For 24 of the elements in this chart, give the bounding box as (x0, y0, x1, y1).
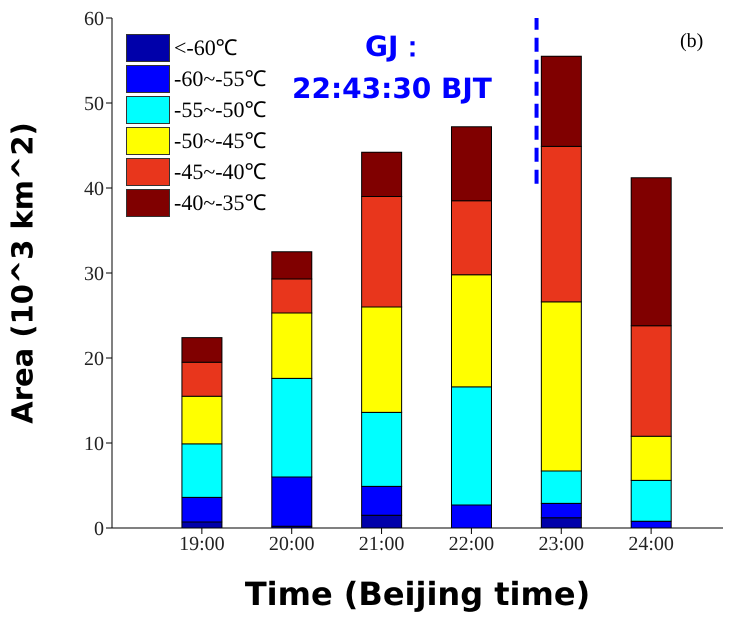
annotation: GJ： (365, 29, 426, 65)
legend-label: -45~-40℃ (174, 158, 267, 184)
legend-label: -40~-35℃ (174, 190, 267, 214)
x-tick-label: 24:00 (628, 533, 674, 556)
y-tick-label: 50 (84, 93, 104, 116)
x-axis-title: Time (Beijing time) (244, 575, 590, 613)
annotation: 22:43:30 BJT (292, 72, 492, 105)
y-tick-label: 60 (84, 8, 104, 30)
legend-label: <-60℃ (174, 34, 238, 60)
legend-label: -60~-55℃ (174, 66, 267, 90)
legend-label: -55~-50℃ (174, 96, 267, 122)
x-tick-label: 19:00 (179, 533, 225, 556)
annotation: (b) (680, 30, 704, 53)
y-tick-label: 20 (84, 348, 104, 370)
x-tick-label: 22:00 (448, 533, 494, 556)
y-tick-label: 10 (84, 433, 104, 456)
y-tick-label: 0 (94, 518, 104, 540)
x-tick-label: 21:00 (358, 533, 404, 556)
x-tick-label: 23:00 (538, 533, 584, 556)
x-tick-label: 20:00 (268, 533, 314, 556)
y-axis-title: Area (10^3 km^2) (5, 122, 40, 424)
legend-label: -50~-45℃ (174, 128, 267, 152)
y-tick-label: 30 (84, 263, 104, 286)
y-tick-label: 40 (84, 178, 104, 200)
